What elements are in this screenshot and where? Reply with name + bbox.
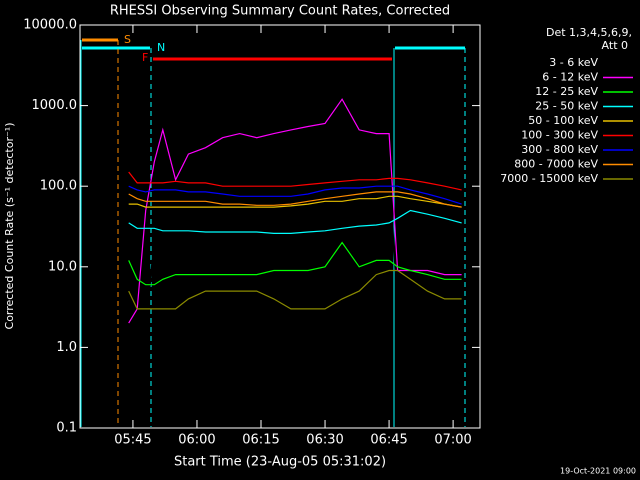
y-tick-label: 100.0 [40, 179, 77, 194]
series-line [128, 141, 462, 348]
legend-label: 12 - 25 keV [535, 85, 598, 98]
x-tick-label: 05:45 [114, 433, 151, 448]
x-tick-label: 06:00 [178, 433, 215, 448]
y-axis-label: Corrected Count Rate (s⁻¹ detector⁻¹) [3, 123, 16, 330]
legend-title: Det 1,3,4,5,6,9, [546, 26, 632, 39]
legend-label: 6 - 12 keV [542, 71, 598, 84]
legend-label: 25 - 50 keV [535, 100, 598, 113]
legend-label: 800 - 7000 keV [514, 158, 598, 171]
legend-title: Att 0 [602, 39, 628, 52]
series-line [128, 195, 462, 208]
x-axis-label: Start Time (23-Aug-05 05:31:02) [174, 455, 386, 470]
series-line [128, 185, 462, 205]
x-tick-label: 06:15 [242, 433, 279, 448]
legend-label: 7000 - 15000 keV [500, 172, 598, 185]
y-tick-label: 10000.0 [23, 18, 77, 33]
y-tick-label: 0.1 [56, 421, 77, 436]
legend-label: 100 - 300 keV [521, 129, 598, 142]
legend-label: 300 - 800 keV [521, 143, 598, 156]
legend-label: 50 - 100 keV [528, 114, 598, 127]
legend-label: 3 - 6 keV [549, 56, 598, 69]
flag-label: S [124, 33, 131, 46]
x-tick-label: 06:30 [306, 433, 343, 448]
flag-label: N [157, 41, 165, 54]
series-line [128, 241, 462, 286]
series-line [128, 191, 462, 208]
series-line [128, 171, 462, 191]
flag-label: F [142, 51, 148, 64]
series-line [128, 209, 462, 234]
y-tick-label: 1000.0 [32, 98, 78, 113]
y-tick-label: 10.0 [48, 259, 77, 274]
x-tick-label: 06:45 [370, 433, 407, 448]
x-tick-label: 07:00 [434, 433, 471, 448]
plot-frame [79, 24, 481, 429]
y-tick-label: 1.0 [56, 340, 77, 355]
series-line [128, 98, 462, 324]
footer: 19-Oct-2021 09:00 [560, 467, 636, 476]
series-line [128, 269, 462, 310]
chart-title: RHESSI Observing Summary Count Rates, Co… [110, 4, 450, 19]
